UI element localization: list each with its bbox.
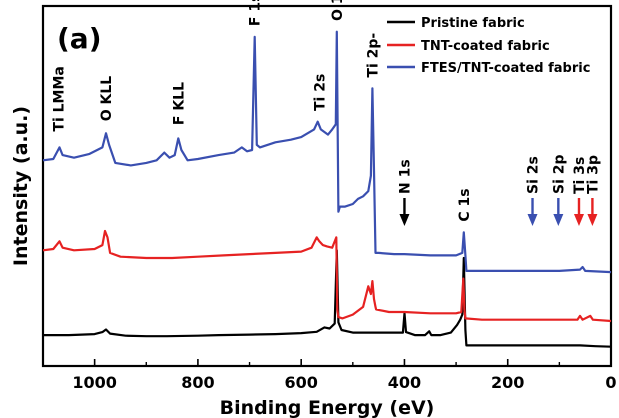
x-axis-label: Binding Energy (eV): [220, 397, 435, 418]
arrow-si-2s: [527, 198, 538, 226]
series-line-1: [42, 229, 612, 323]
x-tick-label-1: 800: [181, 373, 214, 392]
peak-label-ti-2s: Ti 2s: [312, 74, 328, 111]
x-tick-label-0: 1000: [72, 373, 117, 392]
arrow-n-1s: [399, 198, 410, 226]
x-tick-label-2: 600: [284, 373, 317, 392]
arrow-ti-3p: [587, 198, 598, 226]
plot-frame: [41, 4, 613, 368]
peak-label-si-2s: Si 2s: [526, 156, 542, 194]
peak-labels: Ti LMMa O KLL F KLL F 1s O 1s Ti 2s Ti 2p- N 1s…: [52, 0, 602, 222]
peak-arrows: [399, 198, 598, 226]
legend: Pristine fabric TNT-coated fabric FTES/T…: [387, 16, 590, 76]
arrow-si-2p: [553, 198, 564, 226]
peak-label-ti-lmma: Ti LMMa: [52, 66, 68, 131]
x-tick-label-3: 400: [388, 373, 421, 392]
peak-label-n-1s: N 1s: [398, 159, 414, 194]
x-tick-label-4: 200: [491, 373, 524, 392]
legend-label-ftes: FTES/TNT-coated fabric: [421, 61, 590, 76]
peak-label-si-2p: Si 2p: [551, 154, 567, 194]
y-axis-label: Intensity (a.u.): [10, 106, 32, 266]
peak-label-f-kll: F KLL: [171, 82, 187, 125]
peak-label-o-1s: O 1s: [330, 0, 346, 21]
x-tick-label-5: 0: [605, 373, 616, 392]
series-line-2: [42, 30, 612, 274]
legend-label-tnt: TNT-coated fabric: [421, 39, 550, 54]
peak-label-f-1s: F 1s: [248, 0, 264, 26]
panel-label: (a): [57, 22, 102, 55]
peak-label-ti-3s: Ti 3s: [572, 157, 588, 194]
peak-label-ti-3p: Ti 3p: [585, 155, 601, 194]
peak-label-c-1s: C 1s: [457, 188, 473, 221]
series-layer: [42, 30, 612, 348]
peak-label-o-kll: O KLL: [99, 76, 115, 122]
series-line-0: [43, 249, 612, 348]
legend-label-pristine: Pristine fabric: [421, 16, 525, 31]
peak-label-ti-2p: Ti 2p-: [365, 33, 381, 78]
x-axis-ticks: 1000 800 600 400 200 0: [72, 359, 617, 392]
arrow-ti-3s: [573, 198, 584, 226]
